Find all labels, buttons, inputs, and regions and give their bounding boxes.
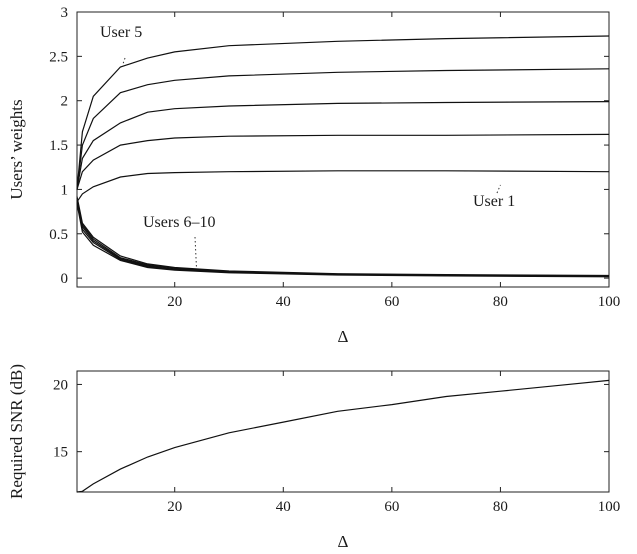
weights-series-7-line [76, 198, 610, 277]
annotation-label: Users 6–10 [143, 214, 215, 231]
snr-x-tick-label: 80 [493, 499, 508, 515]
weights-y-tick-label: 3 [61, 5, 69, 21]
weights-y-tick-label: 1 [61, 182, 69, 198]
weights-x-tick-label: 80 [493, 294, 508, 310]
weights-chart: 20 40 60 80 100 0 0.5 1 1.5 2 2.5 3 Δ Users’ weights U… [7, 5, 620, 346]
weights-plot-frame [76, 11, 610, 288]
weights-series-4-line [76, 133, 610, 190]
weights-y-tick-label: 0.5 [49, 227, 68, 243]
snr-chart: 20 40 60 80 100 15 20 Δ Required SNR (dB) [7, 364, 620, 551]
snr-plot-frame [76, 370, 610, 493]
weights-y-tick-label: 0 [61, 271, 69, 287]
snr-y-axis-label: Required SNR (dB) [7, 364, 26, 499]
snr-series-1-line [76, 379, 610, 493]
snr-x-tick-label: 60 [384, 499, 399, 515]
weights-series-3-line [76, 101, 610, 190]
weights-x-tick-label: 60 [384, 294, 399, 310]
annotation-leader [496, 184, 501, 194]
annotation-leader [194, 236, 197, 267]
snr-y-tick-label: 15 [53, 445, 68, 461]
weights-y-tick-label: 2.5 [49, 49, 68, 65]
snr-x-tick-label: 100 [598, 499, 621, 515]
annotation-label: User 5 [100, 24, 142, 41]
annotation-leader [122, 57, 126, 64]
weights-series-2-line [76, 35, 610, 190]
weights-y-tick-label: 2 [61, 94, 69, 110]
weights-series-10-line [76, 203, 610, 278]
snr-y-tick-label: 20 [53, 377, 68, 393]
weights-y-axis-label: Users’ weights [7, 99, 26, 199]
weights-x-tick-label: 20 [167, 294, 182, 310]
snr-x-tick-label: 40 [276, 499, 291, 515]
weights-x-axis-label: Δ [338, 327, 349, 346]
annotation-label: User 1 [473, 193, 515, 210]
weights-y-tick-label: 1.5 [49, 138, 68, 154]
weights-series-5-line [76, 170, 610, 203]
weights-series-1-line [76, 68, 610, 190]
weights-x-tick-label: 100 [598, 294, 621, 310]
snr-x-tick-label: 20 [167, 499, 182, 515]
weights-x-tick-label: 40 [276, 294, 291, 310]
weights-series-6-line [76, 196, 610, 277]
snr-x-axis-label: Δ [338, 532, 349, 551]
